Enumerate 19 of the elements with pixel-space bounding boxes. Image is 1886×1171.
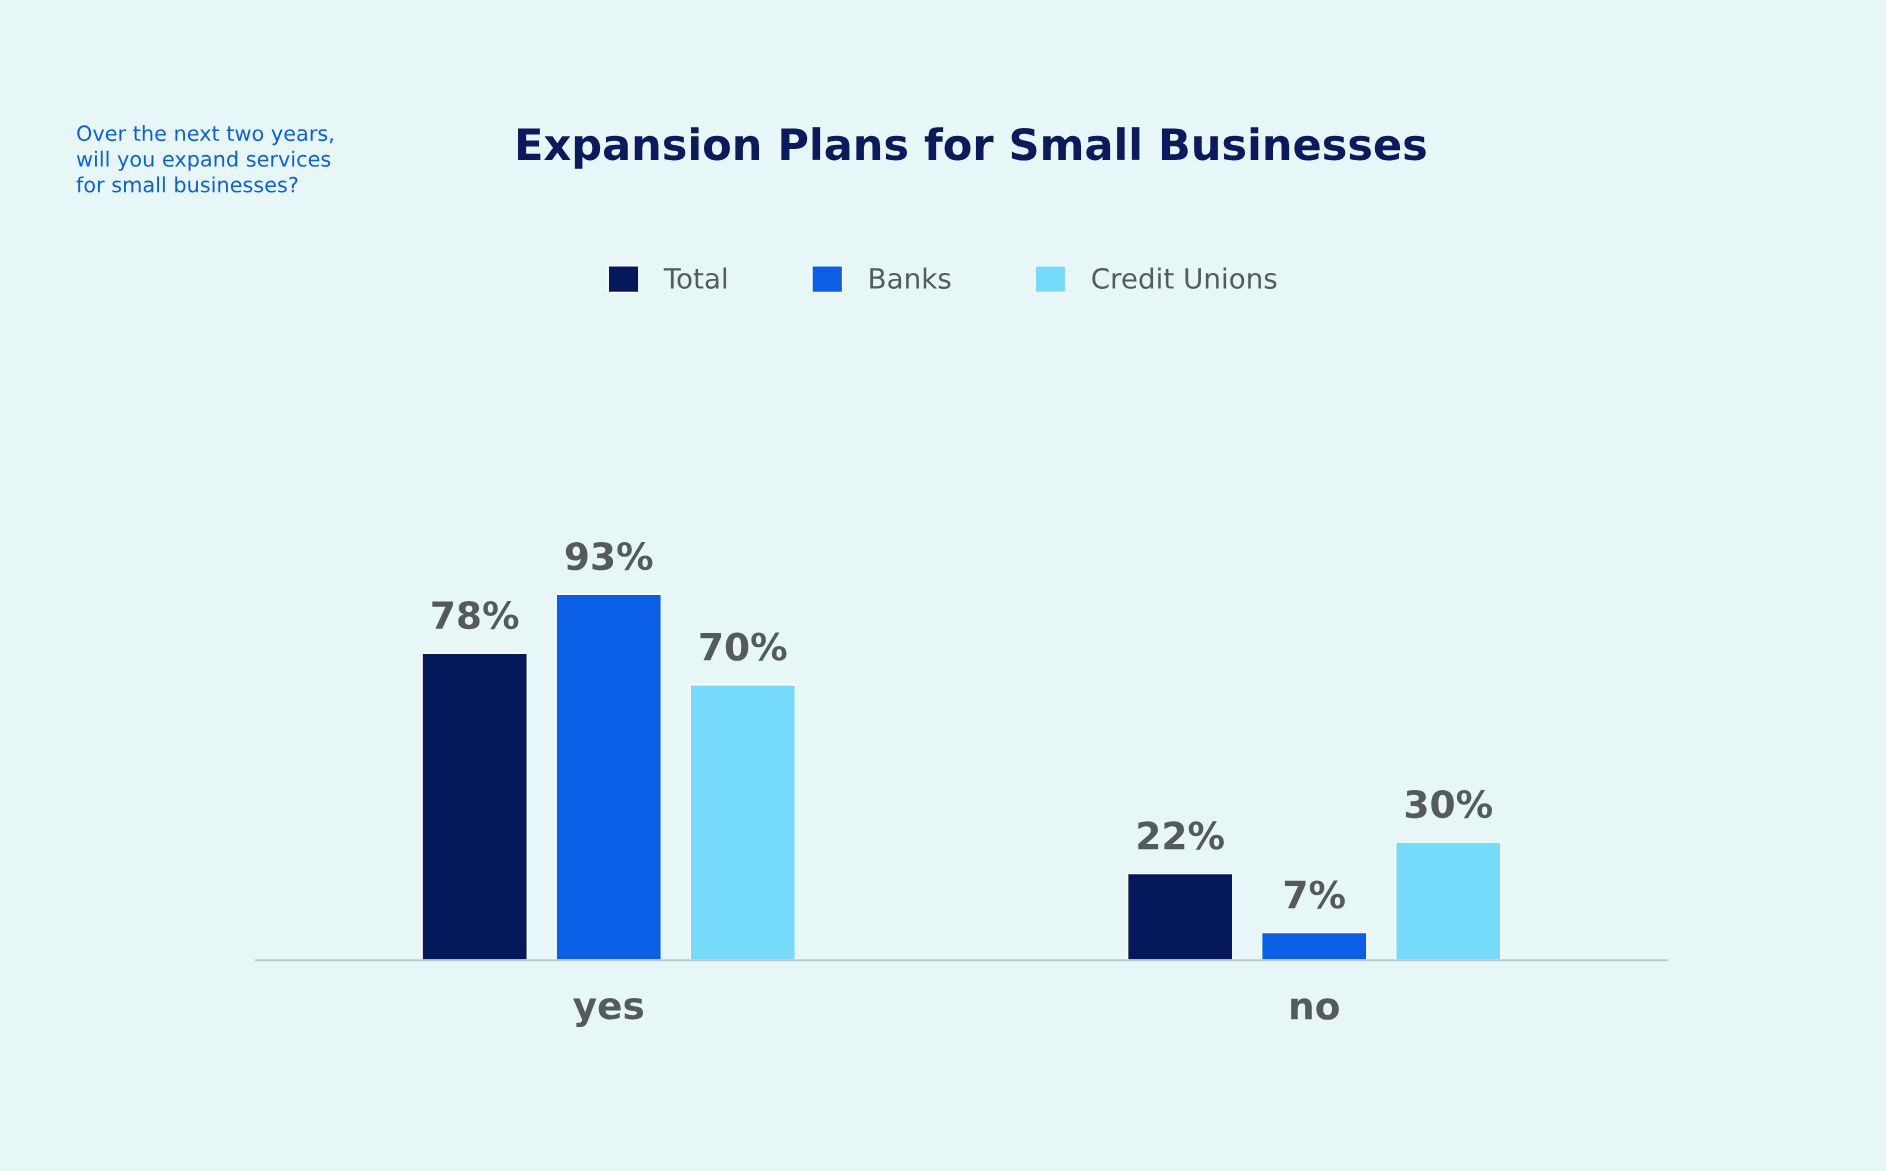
x-tick-label: yes (573, 997, 644, 1028)
text: Over the next two years, will you expand services for small businesses? (76, 125, 333, 193)
x-tick-label: no (1291, 998, 1339, 1020)
bar (1126, 872, 1234, 961)
chart-title: Expansion Plans for Small Businesses (518, 127, 1426, 169)
data-label: 7% (1284, 880, 1345, 909)
data-label: 78% (432, 601, 519, 630)
legend-label: Total (663, 267, 727, 289)
bar (1260, 931, 1368, 961)
bar (555, 593, 663, 961)
bar (421, 652, 528, 961)
data-label: 70% (700, 632, 787, 661)
legend-label: Banks (870, 267, 951, 289)
bar (689, 684, 797, 961)
data-label: 93% (565, 541, 653, 571)
data-label: 30% (1405, 789, 1492, 819)
bar (1395, 841, 1502, 961)
data-label: 22% (1138, 821, 1224, 850)
legend-label: Credit Unions (1092, 267, 1277, 289)
